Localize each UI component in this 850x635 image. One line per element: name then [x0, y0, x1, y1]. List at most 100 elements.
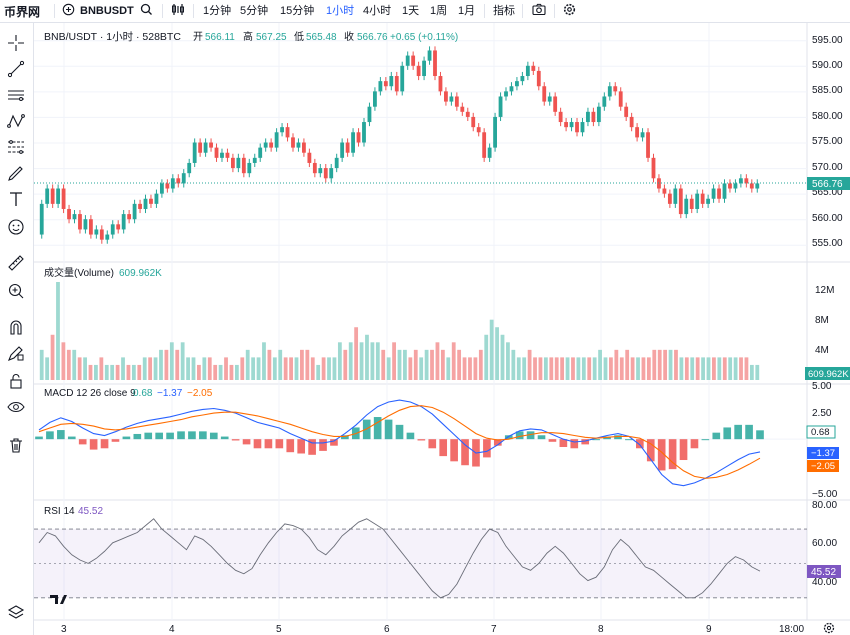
- macd-histogram-bar: [89, 439, 98, 450]
- timeframe-1w[interactable]: 1周: [430, 5, 448, 17]
- crosshair-icon[interactable]: [6, 33, 26, 53]
- candle-body: [602, 96, 607, 107]
- candle-body: [252, 157, 257, 163]
- lock-draw-icon[interactable]: [6, 343, 26, 363]
- macd-histogram-bar: [559, 439, 568, 447]
- volume-bar: [424, 349, 429, 380]
- candle-body: [302, 142, 306, 153]
- eye-icon[interactable]: [6, 397, 26, 417]
- fib-icon[interactable]: [6, 137, 26, 157]
- symbol-search-icon[interactable]: [140, 3, 153, 19]
- macd-histogram-bar: [712, 432, 721, 440]
- timeframe-1d[interactable]: 1天: [402, 5, 420, 17]
- axis-settings-icon[interactable]: [823, 622, 835, 634]
- volume-bar: [375, 342, 380, 380]
- trend-line-icon[interactable]: [6, 59, 26, 79]
- volume-bar: [148, 357, 153, 380]
- macd-histogram-bar: [537, 435, 546, 440]
- timeframe-4h[interactable]: 4小时: [363, 5, 392, 17]
- price-tick: 585.00: [812, 85, 843, 96]
- ruler-icon[interactable]: [6, 253, 26, 273]
- candle-body: [198, 142, 203, 153]
- candle-body: [203, 142, 208, 153]
- text-icon[interactable]: [6, 189, 26, 209]
- rsi-badge-text: 45.52: [811, 567, 836, 578]
- rsi-tick: 80.00: [812, 500, 837, 511]
- macd-histogram-bar: [636, 439, 644, 449]
- volume-bar: [603, 357, 608, 380]
- candle-body: [569, 122, 574, 128]
- brush-icon[interactable]: [6, 163, 26, 183]
- rsi-tick: 40.00: [812, 577, 837, 588]
- time-tick: 8: [598, 624, 604, 635]
- volume-bar: [549, 357, 554, 380]
- rsi-legend-label: RSI 14: [44, 506, 75, 517]
- volume-badge-text: 609.962K: [808, 369, 849, 380]
- open-label: 开: [193, 32, 203, 43]
- horizontal-lines-icon[interactable]: [6, 85, 26, 105]
- camera-icon[interactable]: [532, 3, 546, 19]
- candle-body: [400, 65, 405, 92]
- macd-histogram-bar: [592, 439, 600, 441]
- candle-body: [667, 193, 672, 204]
- macd-histogram-bar: [133, 433, 142, 440]
- timeframe-15m[interactable]: 15分钟: [280, 5, 315, 17]
- compare-icon[interactable]: [171, 3, 185, 19]
- candle-body: [307, 152, 312, 163]
- macd-histogram-bar: [461, 439, 469, 466]
- volume-bar: [478, 349, 483, 380]
- volume-bar: [636, 357, 640, 380]
- candle-body: [405, 55, 410, 66]
- symbol-name[interactable]: BNBUSDT: [80, 5, 134, 17]
- timeframe-1mo[interactable]: 1月: [458, 5, 476, 17]
- volume-bar: [495, 327, 499, 380]
- volume-bar: [197, 364, 201, 380]
- volume-series: [39, 282, 760, 380]
- timeframe-1m[interactable]: 1分钟: [203, 5, 232, 17]
- candle-body: [662, 188, 667, 194]
- volume-bar: [343, 349, 348, 380]
- top-toolbar: 币界网 BNBUSDT 1分钟 5分钟 15分钟 1小时 4小时 1天 1周 1…: [0, 0, 850, 23]
- magnet-icon[interactable]: [6, 317, 26, 337]
- candle-body: [50, 188, 55, 204]
- candle-body: [312, 162, 317, 174]
- candle-body: [482, 132, 487, 158]
- candle-body: [61, 188, 66, 209]
- add-symbol-icon[interactable]: [62, 3, 75, 19]
- lock-icon[interactable]: [6, 371, 26, 391]
- volume-bar: [533, 357, 537, 380]
- volume-bar: [663, 349, 668, 380]
- settings-gear-icon[interactable]: [563, 3, 576, 19]
- candle-body: [520, 76, 525, 82]
- layers-icon[interactable]: [6, 602, 26, 622]
- candle-body: [640, 132, 645, 138]
- candle-body: [192, 142, 197, 163]
- candle-body: [143, 198, 148, 209]
- rsi-legend-value: 45.52: [78, 506, 103, 517]
- volume-bar: [316, 364, 321, 380]
- macd-legend-macd: −1.37: [157, 388, 183, 399]
- candle-body: [236, 157, 241, 169]
- volume-bar: [83, 357, 87, 380]
- candle-body: [110, 224, 115, 235]
- volume-bar: [489, 319, 494, 380]
- pattern-icon[interactable]: [6, 111, 26, 131]
- macd-series: [35, 399, 764, 487]
- zoom-in-icon[interactable]: [6, 281, 26, 301]
- open-value: 566.11: [205, 32, 235, 43]
- macd-histogram-bar: [483, 439, 491, 458]
- toolbar-divider: [54, 4, 55, 18]
- candle-body: [635, 127, 640, 138]
- indicators-button[interactable]: 指标: [493, 5, 515, 17]
- candle-body: [116, 224, 121, 230]
- emoji-icon[interactable]: [6, 217, 26, 237]
- timeframe-5m[interactable]: 5分钟: [240, 5, 269, 17]
- toolbar-divider: [522, 4, 523, 18]
- volume-bar: [327, 357, 331, 380]
- candle-body: [498, 96, 503, 117]
- timeframe-1h[interactable]: 1小时: [326, 5, 355, 17]
- signal-badge-text: −2.05: [811, 461, 835, 472]
- volume-bar: [283, 357, 288, 380]
- trash-icon[interactable]: [6, 435, 26, 455]
